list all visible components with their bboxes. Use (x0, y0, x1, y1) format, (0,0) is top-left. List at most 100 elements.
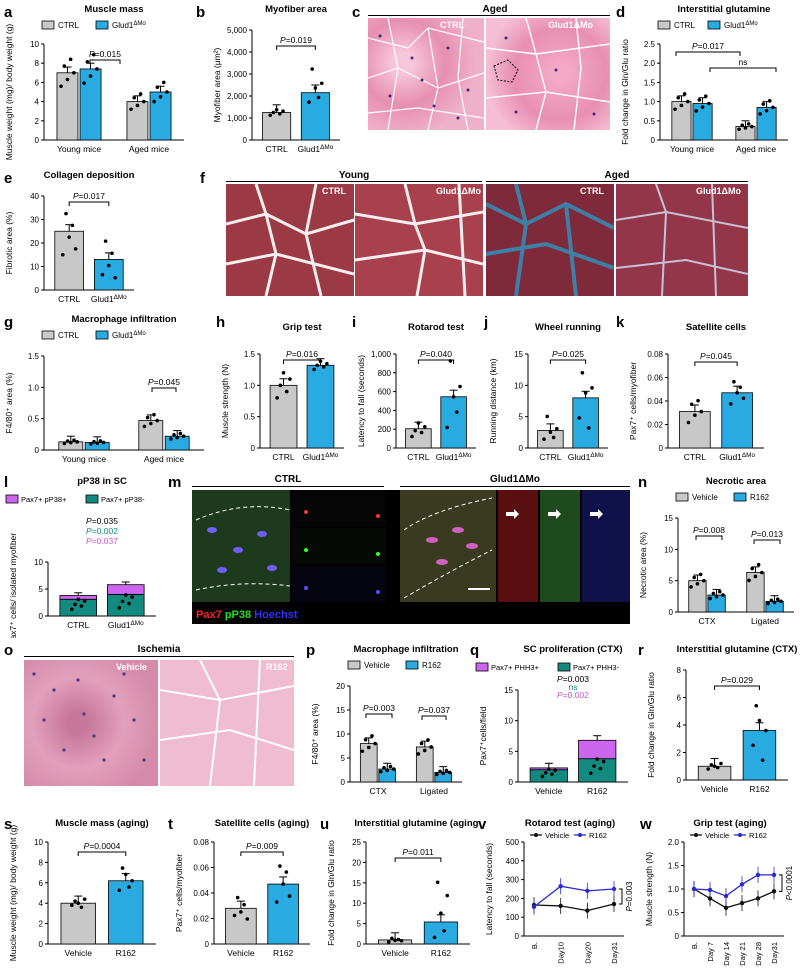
j-bar-0-point-1 (545, 414, 549, 419)
r-ytick-label-1: 2 (677, 749, 682, 758)
t-bar-0-point-2 (239, 910, 243, 914)
i-y-label: Latency to fall (seconds) (356, 355, 366, 447)
panel-label-q: q (470, 642, 480, 659)
w-series-1-point-1 (707, 887, 713, 893)
a-bar-0-1-point-3 (91, 52, 96, 57)
panel-label-d: d (616, 4, 626, 21)
l-pvalue-1: P=0.002 (86, 526, 118, 536)
n-xtick-label-1: Ligated (751, 616, 779, 626)
k-ytick-label-2: 0.04 (647, 397, 663, 406)
w-pvalue: P<0.0001 (785, 865, 794, 900)
h-bar-0-point-2 (281, 371, 286, 375)
e-ytick-label-1: 10 (30, 263, 39, 272)
i-bar-0 (405, 428, 432, 449)
k-bar-1 (721, 392, 753, 449)
w-legend-label-1: R162 (749, 831, 767, 840)
b-pvalue: P=0.019 (280, 35, 312, 45)
w-ytick-label-4: 2.0 (668, 838, 680, 847)
d-legend-swatch-0 (657, 20, 671, 30)
q-bar-0-0 (529, 769, 568, 783)
k-xtick-label-1: Glud1ΔMo (719, 452, 755, 462)
j-bar-1-point-2 (583, 391, 588, 395)
l-ytick-label-0: 0 (39, 612, 44, 621)
d-bar-0-0-point-3 (682, 92, 687, 96)
panel-label-t: t (168, 816, 173, 833)
a-ytick-label-3: 6 (35, 78, 40, 87)
i-title: Rotarod test (408, 322, 465, 333)
b-ytick-label-4: 4,000 (227, 48, 248, 57)
a-bar-0-1-point-1 (85, 60, 90, 64)
v-ytick-label-4: 400 (506, 857, 520, 866)
s-bar-1-point-2 (123, 872, 128, 877)
v-series-1-point-0 (531, 904, 537, 910)
r-ytick-label-2: 4 (677, 721, 682, 730)
a-xtick-label-0: Young mice (57, 144, 101, 154)
u-title: Interstitial glutamine (aging) (354, 818, 478, 829)
panel-label-c: c (352, 4, 361, 21)
w-series-0-point-2 (723, 905, 729, 910)
d-xtick-label-1: Aged mice (736, 144, 776, 154)
b-bar-0-point-0 (268, 113, 273, 118)
s-bar-1-point-3 (127, 885, 131, 889)
k-bracket (694, 361, 738, 366)
r-xtick-label-0: Vehicle (701, 784, 729, 794)
q-legend-swatch-1 (557, 662, 571, 672)
d-xtick-label-0: Young mice (670, 144, 714, 154)
a-legend-label-0: CTRL (58, 21, 79, 30)
e-pvalue: P=0.017 (73, 191, 105, 201)
q-pvalue-1: ns (569, 682, 578, 692)
b-xtick-label-1: Glud1ΔMo (297, 144, 333, 154)
n-ann-1-pvalue: P=0.013 (751, 529, 783, 539)
s-pvalue: P=0.0004 (84, 841, 121, 851)
e-title: Collagen deposition (44, 170, 135, 181)
r-bracket (714, 685, 760, 690)
micro-f-ctrl-label: CTRL (322, 186, 346, 196)
r-bar-1-point-3 (760, 758, 765, 762)
d-ytick-label-2: 1.0 (644, 98, 656, 107)
chart-rotarod-aging: Rotarod test (aging) Vehicle R162 0 100 200 30… (484, 818, 634, 964)
n-bar-0-1-point-4 (721, 593, 725, 597)
d-ytick-label-5: 2.5 (644, 40, 656, 49)
q-ytick-label-3: 15 (504, 686, 513, 695)
p-ytick-label-1: 5 (341, 754, 346, 763)
g-bar-1-0-point-1 (145, 415, 150, 420)
v-ytick-label-2: 200 (506, 894, 520, 903)
a-bar-1-1-point-1 (155, 85, 160, 89)
r-title: Interstitial glutamine (CTX) (677, 644, 798, 655)
e-y-label: Fibrotic area (%) (4, 211, 14, 274)
micro-c-glud-label: Glud1ΔMo (548, 20, 593, 30)
u-bar-0-point-2 (393, 938, 397, 943)
l-bar-1-1 (107, 584, 145, 595)
n-bar-0-1-point-0 (708, 596, 712, 601)
g-legend-swatch-0 (41, 330, 55, 340)
s-ytick-label-0: 0 (39, 940, 44, 949)
b-ytick-label-5: 5,000 (227, 26, 248, 35)
u-xtick-label-1: R162 (431, 948, 452, 958)
n-title: Necrotic area (706, 476, 767, 487)
h-y-label: Muscle strength (N) (220, 364, 230, 438)
l-ytick-label-2: 10 (34, 558, 43, 567)
g-title: Macrophage infiltration (71, 314, 176, 325)
j-pvalue: P=0.025 (552, 349, 584, 359)
t-bar-1-point-3 (284, 870, 289, 874)
j-xtick-label-0: CTRL (539, 452, 561, 462)
d-legend-swatch-1 (707, 20, 721, 30)
w-xtick-label-0: B. (690, 942, 699, 949)
l-bar-1-point-4 (130, 595, 134, 599)
e-xtick-label-0: CTRL (58, 294, 80, 304)
b-title: Myofiber area (265, 4, 327, 15)
l-title: pP38 in SC (77, 476, 127, 487)
panel-label-g: g (4, 314, 14, 331)
b-bar-1 (300, 92, 330, 141)
q-ytick-label-1: 5 (509, 747, 514, 756)
d-bar-0-1-point-1 (697, 98, 702, 102)
p-bar-0-1-point-3 (388, 764, 393, 769)
s-ytick-label-2: 4 (39, 899, 44, 908)
g-bar-0-1-point-4 (101, 440, 106, 445)
h-ytick-label-2: 1.0 (244, 381, 256, 390)
l-bar-1-point-2 (123, 593, 128, 597)
t-bar-0-point-1 (235, 895, 240, 900)
r-bar-0 (697, 765, 732, 781)
panel-label-v: v (478, 816, 487, 833)
u-bracket (394, 857, 442, 862)
